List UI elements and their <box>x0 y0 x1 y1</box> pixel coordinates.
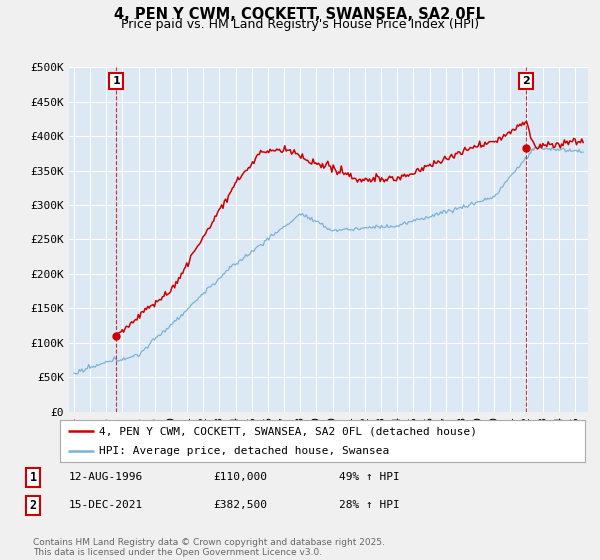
Text: 2: 2 <box>29 498 37 512</box>
Text: Contains HM Land Registry data © Crown copyright and database right 2025.
This d: Contains HM Land Registry data © Crown c… <box>33 538 385 557</box>
Text: 1: 1 <box>112 76 120 86</box>
Text: 49% ↑ HPI: 49% ↑ HPI <box>339 472 400 482</box>
Text: 2: 2 <box>522 76 530 86</box>
Text: HPI: Average price, detached house, Swansea: HPI: Average price, detached house, Swan… <box>100 446 389 456</box>
Text: £382,500: £382,500 <box>213 500 267 510</box>
Text: Price paid vs. HM Land Registry's House Price Index (HPI): Price paid vs. HM Land Registry's House … <box>121 18 479 31</box>
Text: 4, PEN Y CWM, COCKETT, SWANSEA, SA2 0FL (detached house): 4, PEN Y CWM, COCKETT, SWANSEA, SA2 0FL … <box>100 426 478 436</box>
Text: 28% ↑ HPI: 28% ↑ HPI <box>339 500 400 510</box>
Text: 4, PEN Y CWM, COCKETT, SWANSEA, SA2 0FL: 4, PEN Y CWM, COCKETT, SWANSEA, SA2 0FL <box>115 7 485 22</box>
Text: £110,000: £110,000 <box>213 472 267 482</box>
Text: 1: 1 <box>29 470 37 484</box>
Text: 12-AUG-1996: 12-AUG-1996 <box>69 472 143 482</box>
Text: 15-DEC-2021: 15-DEC-2021 <box>69 500 143 510</box>
